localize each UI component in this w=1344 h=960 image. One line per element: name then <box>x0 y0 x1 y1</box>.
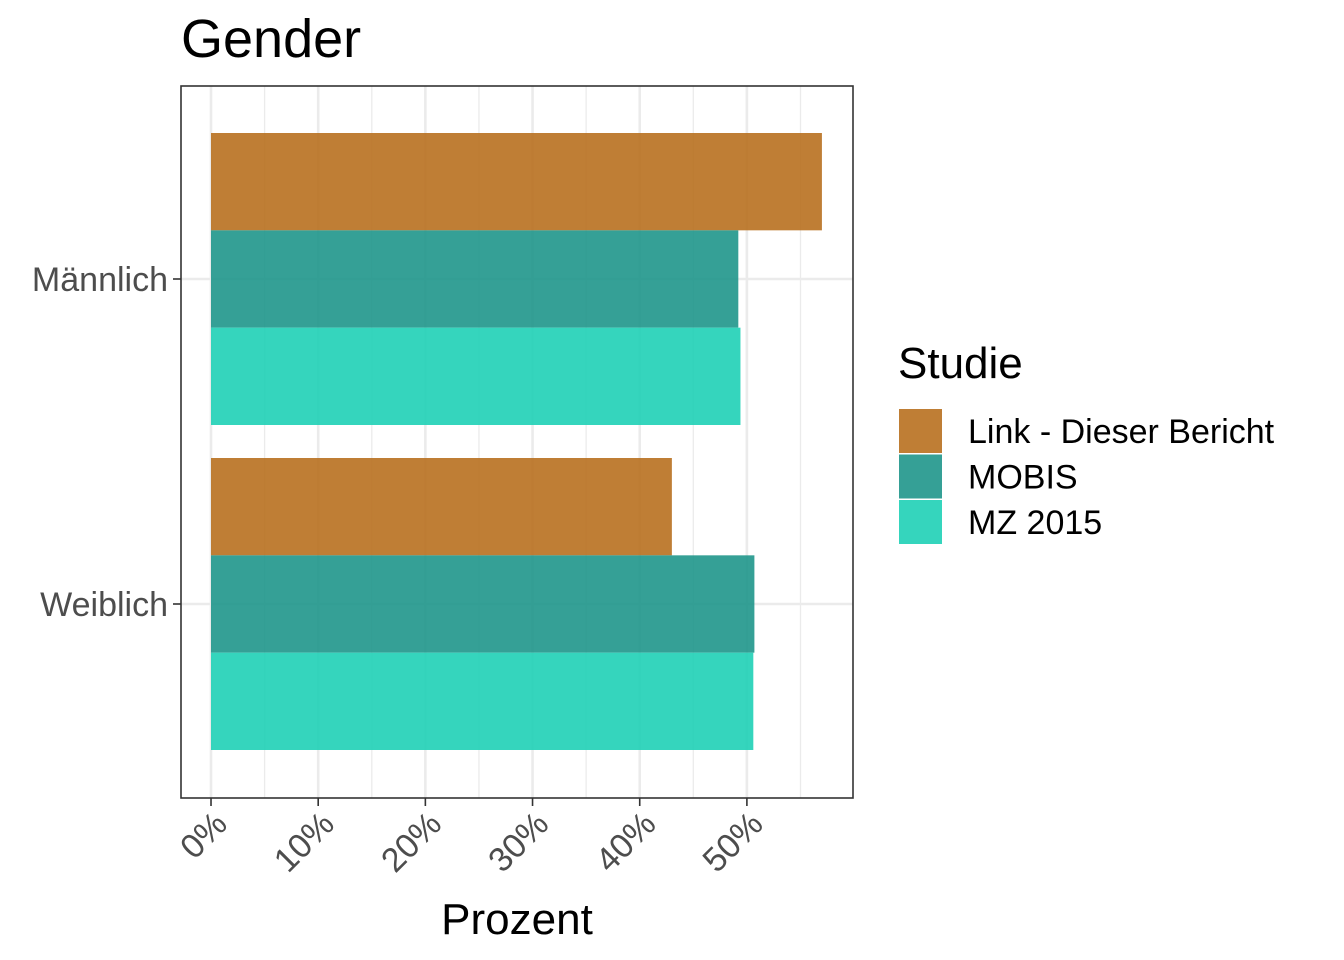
x-axis-title: Prozent <box>441 895 593 944</box>
bar <box>211 458 672 556</box>
legend: Studie Link - Dieser Bericht MOBIS MZ 2015 <box>898 339 1275 544</box>
bar <box>211 652 754 750</box>
legend-label: MZ 2015 <box>968 504 1102 542</box>
bar <box>211 230 739 328</box>
bar <box>211 327 741 425</box>
x-tick-label: 30% <box>481 805 556 880</box>
x-tick-label: 40% <box>588 805 663 880</box>
x-tick-label: 10% <box>267 805 342 880</box>
x-tick-label: 0% <box>173 805 235 867</box>
x-axis: 0% 10% 20% 30% 40% 50% <box>173 798 771 880</box>
bar <box>211 133 822 231</box>
legend-items: Link - Dieser Bericht MOBIS MZ 2015 <box>899 409 1275 544</box>
y-tick-label: Männlich <box>32 261 168 299</box>
bar <box>211 555 755 653</box>
legend-label: Link - Dieser Bericht <box>968 413 1275 451</box>
chart-title: Gender <box>181 9 361 69</box>
legend-label: MOBIS <box>968 459 1078 497</box>
y-tick-label: Weiblich <box>40 586 168 624</box>
x-tick-label: 20% <box>374 805 449 880</box>
legend-key <box>899 409 942 453</box>
y-axis: Männlich Weiblich <box>32 261 181 624</box>
x-tick-label: 50% <box>696 805 771 880</box>
panel-border <box>180 85 854 799</box>
legend-key <box>899 500 942 544</box>
legend-key <box>899 454 942 499</box>
legend-title: Studie <box>898 339 1023 388</box>
bars <box>211 133 822 750</box>
